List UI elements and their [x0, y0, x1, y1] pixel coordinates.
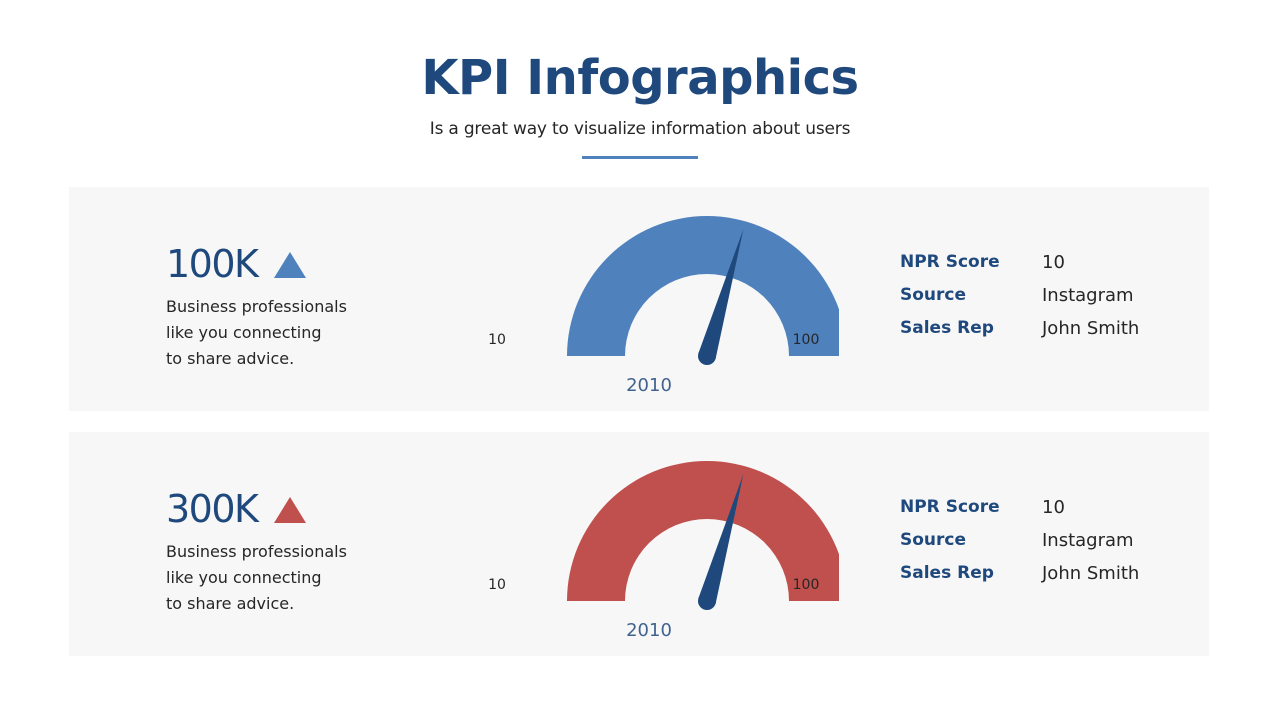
gauge-year-label: 2010 — [626, 620, 672, 641]
stat-row-npr-score: NPR Score 10 — [900, 497, 1200, 530]
gauge-needle — [698, 229, 744, 359]
gauge: 10 100 2010 — [479, 432, 839, 656]
stat-value: 10 — [1042, 497, 1065, 518]
gauge-max-label: 100 — [792, 577, 820, 593]
gauge-arc — [567, 216, 839, 356]
gauge-arc — [567, 461, 839, 601]
stat-value: John Smith — [1042, 563, 1140, 584]
kpi-description-line: to share advice. — [166, 594, 295, 613]
page-title: KPI Infographics — [421, 50, 859, 106]
gauge-needle — [698, 474, 744, 604]
gauge-min-label: 10 — [488, 332, 506, 348]
stat-label: Sales Rep — [900, 318, 994, 338]
kpi-description-line: like you connecting — [166, 568, 322, 587]
stat-value: Instagram — [1042, 530, 1134, 551]
stat-label: Source — [900, 530, 967, 550]
triangle-up-icon — [274, 252, 306, 278]
stat-label: NPR Score — [900, 497, 1000, 517]
stat-label: Sales Rep — [900, 563, 994, 583]
stat-value: 10 — [1042, 252, 1065, 273]
gauge-hub — [698, 347, 716, 365]
kpi-value: 100K — [166, 242, 259, 286]
kpi-description-line: like you connecting — [166, 323, 322, 342]
gauge-hub — [698, 592, 716, 610]
stat-row-npr-score: NPR Score 10 — [900, 252, 1200, 285]
gauge-year-label: 2010 — [626, 375, 672, 396]
gauge: 10 100 2010 — [479, 187, 839, 411]
gauge-graphic — [567, 216, 839, 365]
kpi-value: 300K — [166, 487, 259, 531]
stat-label: Source — [900, 285, 967, 305]
stat-row-source: Source Instagram — [900, 530, 1200, 563]
stat-label: NPR Score — [900, 252, 1000, 272]
kpi-description-line: Business professionals — [166, 542, 347, 561]
gauge-graphic — [567, 461, 839, 610]
title-divider — [582, 156, 698, 159]
kpi-stats: NPR Score 10 Source Instagram Sales Rep … — [900, 497, 1200, 596]
kpi-description: Business professionals like you connecti… — [166, 539, 366, 617]
stat-value: John Smith — [1042, 318, 1140, 339]
kpi-description: Business professionals like you connecti… — [166, 294, 366, 372]
triangle-up-icon — [274, 497, 306, 523]
stat-row-sales-rep: Sales Rep John Smith — [900, 563, 1200, 596]
stat-row-sales-rep: Sales Rep John Smith — [900, 318, 1200, 351]
kpi-stats: NPR Score 10 Source Instagram Sales Rep … — [900, 252, 1200, 351]
kpi-panel: 300K Business professionals like you con… — [69, 432, 1209, 656]
kpi-panel: 100K Business professionals like you con… — [69, 187, 1209, 411]
gauge-max-label: 100 — [792, 332, 820, 348]
stat-row-source: Source Instagram — [900, 285, 1200, 318]
stat-value: Instagram — [1042, 285, 1134, 306]
page-subtitle: Is a great way to visualize information … — [429, 119, 851, 139]
gauge-min-label: 10 — [488, 577, 506, 593]
kpi-description-line: Business professionals — [166, 297, 347, 316]
kpi-description-line: to share advice. — [166, 349, 295, 368]
